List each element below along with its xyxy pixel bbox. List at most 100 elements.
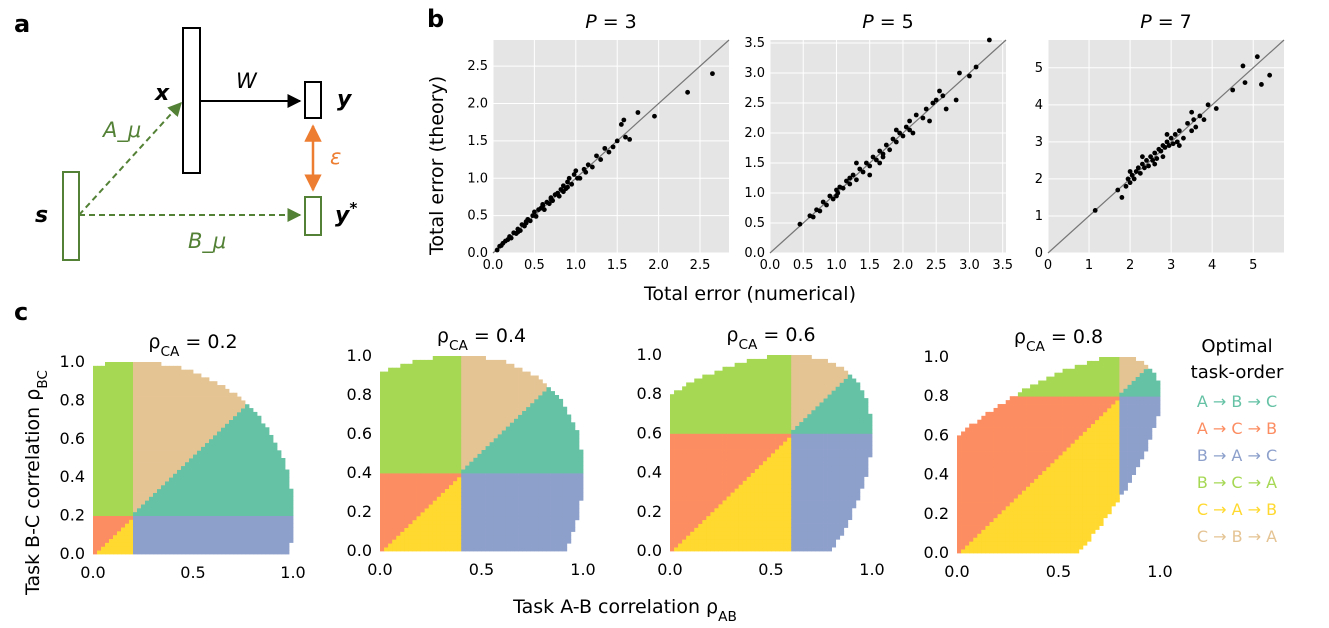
order-cell <box>277 534 282 540</box>
scatter-point <box>533 213 539 219</box>
order-cell <box>678 496 683 501</box>
order-cell <box>678 409 683 415</box>
order-cell <box>420 402 426 408</box>
order-cell <box>505 437 511 443</box>
order-cell <box>493 379 499 384</box>
order-cell <box>257 507 262 513</box>
order-cell <box>185 423 190 428</box>
order-cell <box>392 445 397 450</box>
order-cell <box>682 547 687 552</box>
order-cell <box>245 434 250 440</box>
order-cell <box>518 484 523 489</box>
order-cell <box>678 484 683 489</box>
order-cell <box>121 484 126 490</box>
order-cell <box>153 546 158 551</box>
order-cell <box>221 458 226 463</box>
y-box <box>304 81 322 119</box>
order-cell <box>97 404 102 409</box>
order-cell <box>686 480 691 485</box>
order-cell <box>497 379 503 384</box>
scatter-point <box>820 199 826 205</box>
order-cell <box>125 523 130 528</box>
order-cell <box>117 454 122 459</box>
order-cell <box>485 496 491 501</box>
order-cell <box>420 430 426 435</box>
order-cell <box>257 530 262 536</box>
order-cell <box>185 484 190 490</box>
order-cell <box>193 381 198 386</box>
order-cell <box>682 390 687 395</box>
order-cell <box>522 488 527 493</box>
order-cell <box>682 437 687 442</box>
order-cell <box>444 480 450 486</box>
order-cell <box>396 367 401 372</box>
order-cell <box>121 381 126 386</box>
scatter-point <box>652 113 657 119</box>
order-cell <box>149 411 154 417</box>
order-cell <box>185 546 190 551</box>
scatter-point <box>1213 106 1219 111</box>
order-cell <box>509 398 515 404</box>
order-cell <box>424 383 430 388</box>
order-cell <box>489 531 495 536</box>
order-cell <box>205 507 210 513</box>
order-cell <box>185 477 190 482</box>
order-cell <box>526 547 531 552</box>
order-cell <box>173 400 178 405</box>
order-cell <box>137 484 142 490</box>
order-cell <box>241 450 246 455</box>
order-cell <box>473 469 478 474</box>
order-cell <box>249 542 254 547</box>
scatter-point <box>1230 87 1236 93</box>
order-cell <box>440 391 446 396</box>
scatter-point <box>847 175 853 181</box>
order-cell <box>509 508 515 513</box>
order-cell <box>670 480 675 485</box>
order-cell <box>509 430 515 435</box>
order-cell <box>670 409 675 415</box>
order-cell <box>229 461 234 467</box>
order-cell <box>221 431 226 436</box>
order-cell <box>388 434 393 439</box>
order-cell <box>489 430 495 435</box>
order-cell <box>481 437 486 443</box>
order-cell <box>277 519 282 524</box>
order-cell <box>185 461 190 467</box>
order-cell <box>177 473 182 478</box>
order-cell <box>93 408 98 413</box>
order-cell <box>217 450 222 455</box>
order-cell <box>161 519 166 524</box>
order-cell <box>408 426 413 431</box>
order-cell <box>149 442 154 447</box>
order-cell <box>384 492 389 497</box>
order-cell <box>509 426 515 431</box>
order-cell <box>185 446 190 451</box>
order-cell <box>265 438 270 444</box>
order-cell <box>473 426 478 431</box>
order-cell <box>562 469 568 474</box>
order-cell <box>177 488 182 493</box>
order-cell <box>416 437 421 443</box>
order-cell <box>201 388 206 394</box>
order-cell <box>181 511 186 516</box>
order-cell <box>674 433 679 438</box>
order-cell <box>388 500 393 505</box>
order-cell <box>169 365 174 371</box>
order-cell <box>265 546 270 551</box>
order-cell <box>420 379 426 384</box>
order-cell <box>97 538 102 543</box>
order-cell <box>678 543 683 548</box>
order-cell <box>229 542 234 547</box>
order-cell <box>469 426 474 431</box>
order-cell <box>392 441 397 447</box>
order-cell <box>530 410 535 415</box>
order-cell <box>121 423 126 428</box>
order-cell <box>670 449 675 454</box>
order-cell <box>505 508 511 513</box>
order-cell <box>436 492 442 497</box>
order-cell <box>145 530 150 536</box>
order-cell <box>97 465 102 470</box>
order-cell <box>249 415 254 420</box>
order-cell <box>416 496 421 501</box>
